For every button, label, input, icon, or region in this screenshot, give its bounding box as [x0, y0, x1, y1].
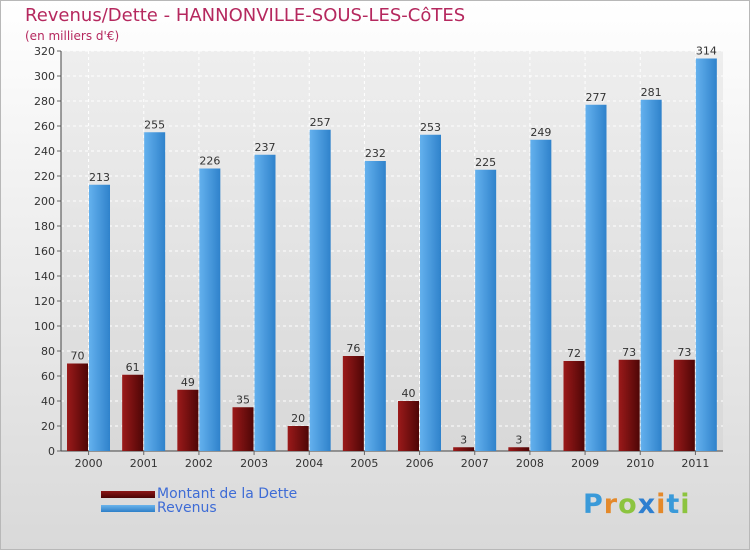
data-label-dette: 76	[346, 342, 360, 355]
bar-dette	[563, 361, 585, 451]
bar-revenus	[199, 168, 221, 451]
y-tick-label: 300	[34, 70, 55, 83]
proxiti-logo: Proxiti	[583, 489, 691, 520]
data-label-dette: 3	[460, 433, 467, 446]
bar-revenus	[364, 161, 386, 451]
y-tick-label: 100	[34, 320, 55, 333]
x-tick-label: 2001	[130, 457, 158, 470]
data-label-revenus: 225	[475, 156, 496, 169]
bar-revenus	[144, 132, 166, 451]
logo-letter: r	[603, 489, 619, 520]
y-tick-label: 320	[34, 45, 55, 58]
bar-revenus	[475, 169, 497, 451]
data-label-dette: 35	[236, 393, 250, 406]
x-tick-label: 2009	[571, 457, 599, 470]
data-label-revenus: 232	[365, 147, 386, 160]
bar-dette	[342, 356, 364, 451]
legend-swatch-revenus	[101, 505, 155, 512]
y-tick-label: 120	[34, 295, 55, 308]
x-tick-label: 2008	[516, 457, 544, 470]
bar-chart: 0204060801001201401601802002202402602803…	[34, 45, 723, 470]
data-label-dette: 40	[402, 387, 416, 400]
bar-dette	[398, 401, 419, 451]
bar-revenus	[585, 104, 607, 451]
data-label-dette: 20	[291, 412, 305, 425]
logo-letter: P	[583, 489, 604, 520]
x-tick-label: 2010	[626, 457, 654, 470]
bar-dette	[122, 374, 144, 451]
logo-letter: o	[618, 489, 638, 520]
data-label-dette: 73	[677, 346, 691, 359]
x-tick-label: 2004	[295, 457, 323, 470]
logo-letter: x	[637, 489, 657, 520]
data-label-revenus: 257	[310, 116, 331, 129]
bar-dette	[67, 363, 88, 451]
data-label-dette: 72	[567, 347, 581, 360]
bar-dette	[618, 359, 640, 451]
bar-revenus	[89, 184, 110, 451]
y-tick-label: 200	[34, 195, 55, 208]
x-tick-label: 2002	[185, 457, 213, 470]
data-label-revenus: 249	[530, 126, 551, 139]
data-label-dette: 3	[515, 433, 522, 446]
logo-letter: i	[656, 489, 667, 520]
data-label-revenus: 253	[420, 121, 441, 134]
bar-revenus	[309, 129, 331, 451]
x-tick-label: 2011	[681, 457, 709, 470]
legend-swatch-dette	[101, 491, 155, 498]
data-label-dette: 61	[126, 361, 140, 374]
data-label-revenus: 281	[641, 86, 662, 99]
legend-label-revenus: Revenus	[157, 500, 217, 516]
bar-dette	[673, 359, 695, 451]
data-label-revenus: 255	[144, 118, 165, 131]
y-tick-label: 260	[34, 120, 55, 133]
y-tick-label: 40	[41, 395, 55, 408]
y-tick-label: 0	[48, 445, 55, 458]
y-tick-label: 240	[34, 145, 55, 158]
data-label-revenus: 314	[696, 45, 717, 58]
bar-revenus	[640, 99, 662, 451]
bar-dette	[287, 426, 309, 451]
bar-revenus	[530, 139, 552, 451]
data-label-revenus: 277	[586, 91, 607, 104]
bar-dette	[453, 447, 475, 451]
y-tick-label: 80	[41, 345, 55, 358]
x-tick-label: 2006	[406, 457, 434, 470]
y-tick-label: 20	[41, 420, 55, 433]
logo-letter: t	[666, 489, 681, 520]
bar-dette	[232, 407, 254, 451]
data-label-revenus: 226	[199, 155, 220, 168]
x-tick-label: 2003	[240, 457, 268, 470]
data-label-dette: 70	[71, 350, 85, 363]
x-tick-label: 2005	[350, 457, 378, 470]
bar-revenus	[695, 58, 717, 451]
bar-revenus	[254, 154, 276, 451]
chart-unit-label: (en milliers d'€)	[25, 29, 120, 43]
legend-label-dette: Montant de la Dette	[157, 486, 298, 502]
y-tick-label: 220	[34, 170, 55, 183]
x-tick-label: 2000	[75, 457, 103, 470]
x-tick-label: 2007	[461, 457, 489, 470]
y-tick-label: 180	[34, 220, 55, 233]
data-label-dette: 49	[181, 376, 195, 389]
y-tick-label: 160	[34, 245, 55, 258]
chart-title: Revenus/Dette - HANNONVILLE-SOUS-LES-CôT…	[25, 5, 466, 26]
bar-dette	[177, 389, 199, 451]
data-label-dette: 73	[622, 346, 636, 359]
bar-revenus	[420, 134, 441, 451]
data-label-revenus: 237	[255, 141, 276, 154]
data-label-revenus: 213	[89, 171, 110, 184]
logo-letter: i	[680, 489, 691, 520]
y-tick-label: 280	[34, 95, 55, 108]
bar-dette	[508, 447, 530, 451]
y-tick-label: 140	[34, 270, 55, 283]
y-tick-label: 60	[41, 370, 55, 383]
